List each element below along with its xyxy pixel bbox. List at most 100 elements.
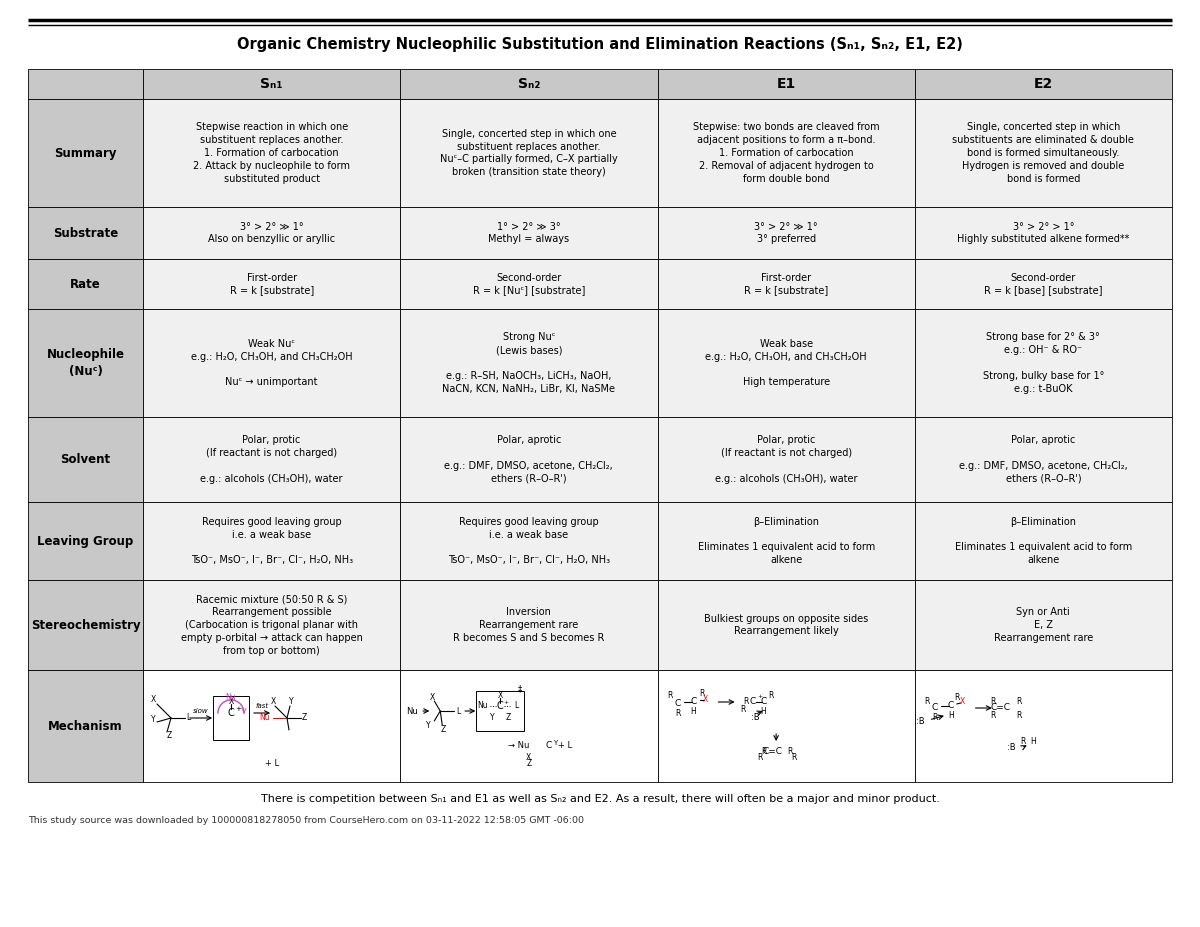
Text: Second-order
R = k [base] [substrate]: Second-order R = k [base] [substrate] bbox=[984, 273, 1103, 296]
Bar bbox=[143, 99, 401, 207]
Text: Inversion
Rearrangement rare
R becomes S and S becomes R: Inversion Rearrangement rare R becomes S… bbox=[454, 607, 605, 642]
Bar bbox=[401, 207, 658, 259]
Text: C: C bbox=[931, 704, 938, 713]
Text: Z: Z bbox=[527, 759, 532, 768]
Text: Racemic mixture (50:50 R & S)
Rearrangement possible
(Carbocation is trigonal pl: Racemic mixture (50:50 R & S) Rearrangem… bbox=[181, 594, 362, 655]
Bar bbox=[143, 207, 401, 259]
Bar bbox=[143, 309, 401, 417]
Bar bbox=[28, 259, 143, 309]
Text: Rate: Rate bbox=[70, 277, 101, 290]
Text: +: + bbox=[757, 694, 762, 700]
Text: + L: + L bbox=[264, 759, 278, 768]
Text: R: R bbox=[990, 712, 996, 720]
Text: Y: Y bbox=[289, 697, 293, 706]
Text: H: H bbox=[691, 707, 696, 717]
Text: Nu: Nu bbox=[407, 706, 418, 716]
Bar bbox=[28, 502, 143, 580]
Bar bbox=[214, 696, 250, 740]
Text: Weak Nuᶜ
e.g.: H₂O, CH₃OH, and CH₃CH₂OH

Nuᶜ → unimportant: Weak Nuᶜ e.g.: H₂O, CH₃OH, and CH₃CH₂OH … bbox=[191, 338, 353, 387]
Bar bbox=[658, 99, 914, 207]
Text: 3° > 2° > 1°
Highly substituted alkene formed**: 3° > 2° > 1° Highly substituted alkene f… bbox=[958, 222, 1129, 245]
Text: Bulkiest groups on opposite sides
Rearrangement likely: Bulkiest groups on opposite sides Rearra… bbox=[704, 614, 869, 637]
Text: L: L bbox=[456, 706, 461, 716]
Text: Z: Z bbox=[505, 713, 511, 721]
Text: X: X bbox=[527, 754, 532, 763]
Text: Z: Z bbox=[440, 725, 446, 733]
Bar bbox=[914, 259, 1172, 309]
Text: Stereochemistry: Stereochemistry bbox=[31, 618, 140, 631]
Text: E2: E2 bbox=[1033, 77, 1054, 91]
Bar bbox=[914, 417, 1172, 502]
Text: C: C bbox=[690, 697, 697, 706]
Text: slow: slow bbox=[193, 708, 209, 714]
Bar bbox=[658, 69, 914, 99]
Bar bbox=[401, 309, 658, 417]
Text: C: C bbox=[497, 701, 504, 711]
Bar bbox=[914, 69, 1172, 99]
Text: :B: :B bbox=[917, 717, 925, 727]
Bar bbox=[28, 207, 143, 259]
Bar bbox=[914, 670, 1172, 782]
Text: X: X bbox=[228, 696, 234, 705]
Text: Strong Nuᶜ
(Lewis bases)

e.g.: R–SH, NaOCH₃, LiCH₃, NaOH,
NaCN, KCN, NaNH₂, LiB: Strong Nuᶜ (Lewis bases) e.g.: R–SH, NaO… bbox=[443, 333, 616, 394]
Bar bbox=[143, 580, 401, 670]
Text: + L: + L bbox=[558, 742, 572, 751]
Text: Nu: Nu bbox=[259, 714, 270, 722]
Text: C=C: C=C bbox=[762, 746, 782, 756]
Text: L: L bbox=[514, 702, 518, 710]
Text: Z: Z bbox=[167, 731, 172, 741]
Text: Z: Z bbox=[301, 714, 307, 722]
Text: R: R bbox=[768, 692, 773, 701]
Text: Mechanism: Mechanism bbox=[48, 719, 122, 732]
Bar bbox=[28, 670, 143, 782]
Bar bbox=[914, 99, 1172, 207]
Text: Requires good leaving group
i.e. a weak base

TsO⁻, MsO⁻, I⁻, Br⁻, Cl⁻, H₂O, NH₃: Requires good leaving group i.e. a weak … bbox=[448, 516, 610, 565]
Text: Polar, aprotic

e.g.: DMF, DMSO, acetone, CH₂Cl₂,
ethers (R–O–R'): Polar, aprotic e.g.: DMF, DMSO, acetone,… bbox=[444, 436, 613, 484]
Text: +: + bbox=[504, 700, 509, 705]
Text: Polar, aprotic

e.g.: DMF, DMSO, acetone, CH₂Cl₂,
ethers (R–O–R'): Polar, aprotic e.g.: DMF, DMSO, acetone,… bbox=[959, 436, 1128, 484]
Text: R: R bbox=[743, 697, 748, 706]
Bar bbox=[28, 99, 143, 207]
Text: C: C bbox=[674, 700, 680, 708]
Text: R: R bbox=[667, 692, 672, 701]
Text: Organic Chemistry Nucleophilic Substitution and Elimination Reactions (Sₙ₁, Sₙ₂,: Organic Chemistry Nucleophilic Substitut… bbox=[238, 36, 962, 52]
Bar bbox=[658, 502, 914, 580]
Bar bbox=[658, 580, 914, 670]
Bar bbox=[914, 309, 1172, 417]
Text: R: R bbox=[1016, 697, 1021, 706]
Text: 1° > 2° ≫ 3°
Methyl = always: 1° > 2° ≫ 3° Methyl = always bbox=[488, 222, 570, 245]
Text: Sₙ₂: Sₙ₂ bbox=[517, 77, 540, 91]
Bar bbox=[476, 691, 524, 731]
Text: Solvent: Solvent bbox=[60, 453, 110, 466]
Text: Nu: Nu bbox=[476, 702, 487, 710]
Text: Sₙ₁: Sₙ₁ bbox=[260, 77, 283, 91]
Text: R: R bbox=[740, 705, 745, 715]
Bar bbox=[401, 502, 658, 580]
Bar bbox=[914, 207, 1172, 259]
Text: R: R bbox=[932, 714, 937, 722]
Text: H: H bbox=[761, 706, 767, 716]
Text: Nu: Nu bbox=[226, 693, 236, 703]
Bar bbox=[401, 69, 658, 99]
Text: R: R bbox=[674, 709, 680, 718]
Text: Stepwise reaction in which one
substituent replaces another.
1. Formation of car: Stepwise reaction in which one substitue… bbox=[193, 122, 350, 184]
Bar bbox=[401, 580, 658, 670]
Text: This study source was downloaded by 100000818278050 from CourseHero.com on 03-11: This study source was downloaded by 1000… bbox=[28, 816, 584, 825]
Text: :B: :B bbox=[1007, 743, 1015, 753]
Bar bbox=[401, 670, 658, 782]
Text: H: H bbox=[948, 712, 954, 720]
Text: Syn or Anti
E, Z
Rearrangement rare: Syn or Anti E, Z Rearrangement rare bbox=[994, 607, 1093, 642]
Text: Y: Y bbox=[151, 716, 155, 725]
Bar bbox=[143, 259, 401, 309]
Bar bbox=[658, 670, 914, 782]
Text: R: R bbox=[954, 693, 960, 703]
Bar bbox=[401, 259, 658, 309]
Text: Y: Y bbox=[490, 713, 494, 721]
Text: First-order
R = k [substrate]: First-order R = k [substrate] bbox=[229, 273, 313, 296]
Bar bbox=[28, 580, 143, 670]
Bar bbox=[914, 502, 1172, 580]
Text: +: + bbox=[235, 706, 241, 712]
Text: Strong base for 2° & 3°
e.g.: OH⁻ & RO⁻

Strong, bulky base for 1°
e.g.: t-BuOK: Strong base for 2° & 3° e.g.: OH⁻ & RO⁻ … bbox=[983, 333, 1104, 394]
Text: Summary: Summary bbox=[54, 146, 116, 159]
Text: ‡: ‡ bbox=[518, 684, 522, 693]
